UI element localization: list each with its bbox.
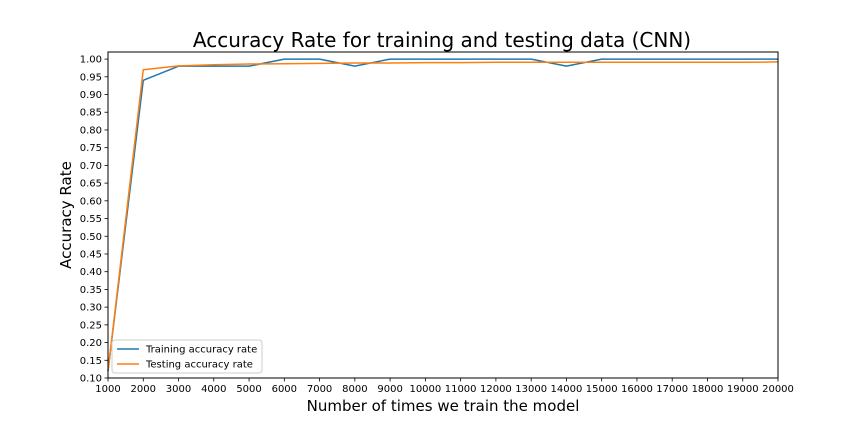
x-axis-ticks: 1000 2000 3000 4000 5000 6000 7000 8000 9000 1000… [95, 378, 794, 395]
x-axis-label: Number of times we train the model [307, 397, 580, 415]
x-tick-label: 3000 [166, 384, 191, 395]
y-tick-label: 0.60 [80, 196, 102, 207]
y-tick-label: 0.70 [80, 161, 102, 172]
y-tick-label: 0.80 [80, 125, 102, 136]
y-tick-label: 0.35 [80, 285, 102, 296]
x-tick-label: 1000 [95, 384, 120, 395]
x-tick-label: 6000 [272, 384, 297, 395]
y-tick-label: 0.75 [80, 143, 102, 154]
x-tick-label: 11000 [445, 384, 477, 395]
series-line-training [107, 58, 778, 372]
y-tick-label: 1.00 [80, 55, 102, 66]
x-tick-label: 19000 [727, 384, 759, 395]
plot-lines [107, 58, 779, 372]
plot-frame [107, 51, 779, 379]
x-tick-label: 12000 [480, 384, 512, 395]
x-tick-label: 2000 [131, 384, 156, 395]
y-tick-label: 0.25 [80, 320, 102, 331]
series-line-testing [107, 61, 779, 371]
y-tick-label: 0.30 [80, 303, 102, 314]
x-tick-label: 9000 [377, 384, 402, 395]
legend-box [111, 339, 263, 374]
x-tick-label: 7000 [307, 384, 332, 395]
legend-label-training: Training accuracy rate [145, 345, 257, 356]
y-tick-label: 0.50 [80, 232, 102, 243]
y-tick-label: 0.90 [80, 90, 102, 101]
y-tick-label: 0.45 [80, 249, 102, 260]
y-tick-label: 0.20 [80, 338, 102, 349]
y-tick-label: 0.65 [80, 179, 102, 190]
x-tick-label: 17000 [656, 384, 688, 395]
x-tick-label: 16000 [621, 384, 653, 395]
y-tick-label: 0.40 [80, 267, 102, 278]
y-tick-label: 0.95 [80, 72, 102, 83]
x-tick-label: 18000 [692, 384, 724, 395]
x-tick-label: 8000 [342, 384, 367, 395]
y-tick-label: 0.10 [80, 374, 102, 385]
y-tick-label: 0.55 [80, 214, 102, 225]
x-tick-label: 15000 [586, 384, 618, 395]
x-tick-label: 10000 [409, 384, 441, 395]
x-tick-label: 20000 [762, 384, 794, 395]
legend: Training accuracy rate Testing accuracy … [111, 339, 263, 374]
y-axis-label: Accuracy Rate [57, 161, 75, 269]
x-tick-label: 5000 [236, 384, 261, 395]
legend-label-testing: Testing accuracy rate [145, 360, 253, 371]
x-tick-label: 14000 [551, 384, 583, 395]
y-tick-label: 0.85 [80, 108, 102, 119]
x-tick-label: 13000 [515, 384, 547, 395]
chart-title: Accuracy Rate for training and testing d… [193, 28, 691, 52]
y-axis-ticks: 0.10 0.15 0.20 0.25 0.30 0.35 0.40 0.45 0.50 0.55… [80, 55, 108, 385]
y-tick-label: 0.15 [80, 356, 102, 367]
x-tick-label: 4000 [201, 384, 226, 395]
